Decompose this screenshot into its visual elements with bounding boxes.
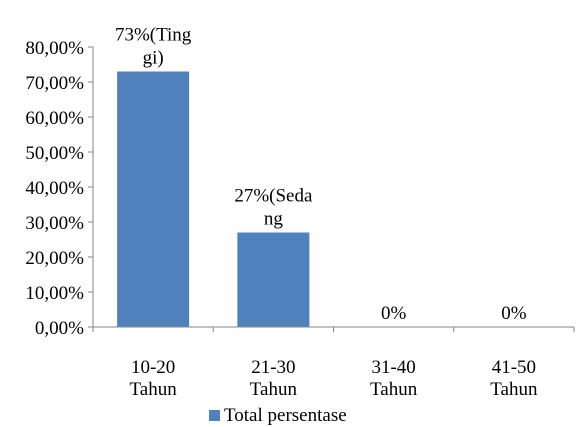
x-category-label: 10-20 xyxy=(131,357,175,378)
legend-swatch xyxy=(209,410,220,421)
y-tick-label: 70,00% xyxy=(25,73,84,94)
x-category-label: Tahun xyxy=(250,379,298,400)
x-category-label: 41-50 xyxy=(492,357,536,378)
x-category-label: 21-30 xyxy=(251,357,295,378)
y-axis: 0,00% 10,00% 20,00% 30,00% 40,00% 50,00% 60,00… xyxy=(25,38,94,339)
data-label: gi) xyxy=(143,48,164,69)
x-category-label: 31-40 xyxy=(371,357,415,378)
data-label: 27%(Seda xyxy=(234,186,313,207)
y-tick-label: 30,00% xyxy=(25,213,84,234)
bar xyxy=(237,232,310,327)
bar xyxy=(117,71,190,327)
data-label: ng xyxy=(264,209,284,230)
legend: Total persentase xyxy=(209,405,347,426)
data-label: 0% xyxy=(381,303,407,324)
legend-label: Total persentase xyxy=(224,405,347,426)
y-tick-label: 0,00% xyxy=(35,318,84,339)
y-tick-label: 80,00% xyxy=(25,38,84,59)
data-label: 73%(Ting xyxy=(115,25,192,46)
y-tick-label: 50,00% xyxy=(25,143,84,164)
y-tick-label: 60,00% xyxy=(25,108,84,129)
y-tick-label: 10,00% xyxy=(25,283,84,304)
bars xyxy=(117,71,310,327)
x-category-label: Tahun xyxy=(130,379,178,400)
y-tick-label: 40,00% xyxy=(25,178,84,199)
data-label: 0% xyxy=(501,303,527,324)
x-category-label: Tahun xyxy=(370,379,418,400)
x-category-label: Tahun xyxy=(490,379,538,400)
y-tick-label: 20,00% xyxy=(25,248,84,269)
